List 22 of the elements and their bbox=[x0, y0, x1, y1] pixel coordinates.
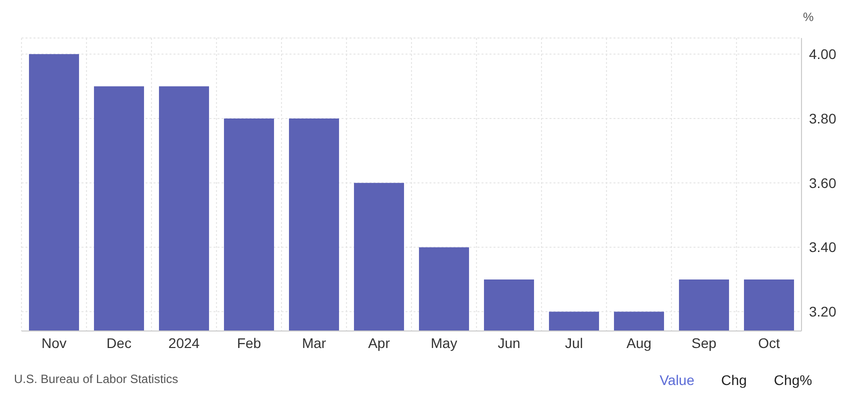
x-tick-label: Sep bbox=[692, 335, 717, 351]
x-tick-label: Nov bbox=[42, 335, 66, 351]
text: Chg% bbox=[774, 372, 812, 388]
x-tick-label: Aug bbox=[626, 335, 652, 351]
x-tick-label: Mar bbox=[302, 335, 326, 351]
x-tick-label: Oct bbox=[758, 335, 780, 351]
y-tick-label: 3.60 bbox=[809, 174, 836, 191]
y-tick-label: 4.00 bbox=[809, 46, 836, 62]
y-tick-label: 3.80 bbox=[809, 110, 836, 126]
x-tick-label: Dec bbox=[106, 335, 132, 351]
y-tick-label: 3.40 bbox=[809, 239, 836, 256]
x-tick-label: Jun bbox=[498, 335, 520, 351]
x-tick-label: May bbox=[430, 335, 458, 351]
x-tick-label: Jul bbox=[565, 335, 583, 351]
text: Value bbox=[660, 372, 695, 388]
text: Chg bbox=[721, 372, 747, 388]
x-tick-label: Feb bbox=[236, 335, 262, 351]
x-tick-label: 2024 bbox=[168, 335, 200, 351]
y-axis-title: % bbox=[803, 10, 814, 24]
text: U.S. Bureau of Labor Statistics bbox=[14, 372, 178, 386]
y-tick-label: 3.20 bbox=[809, 304, 836, 320]
x-tick-label: Apr bbox=[368, 335, 390, 351]
